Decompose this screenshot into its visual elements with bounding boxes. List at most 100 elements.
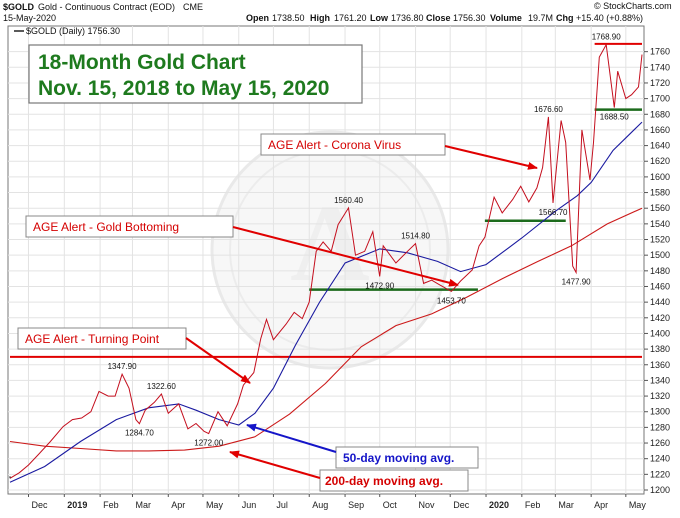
title-line-1: 18-Month Gold Chart	[38, 51, 246, 74]
arrow-ma200-icon	[229, 450, 321, 479]
callout-corona: AGE Alert - Corona Virus	[260, 133, 446, 156]
symbol: $GOLD	[3, 2, 35, 12]
y-tick-label: 1700	[650, 94, 670, 104]
low-value: 1736.80	[391, 13, 424, 23]
x-tick-label: Feb	[525, 500, 541, 510]
y-tick-label: 1460	[650, 281, 670, 291]
open-label: Open	[246, 13, 269, 23]
x-tick-label: 2020	[489, 500, 509, 510]
point-label: 1560.40	[334, 196, 363, 205]
y-tick-label: 1740	[650, 62, 670, 72]
ma200-label-box: 200-day moving avg.	[319, 469, 469, 492]
y-tick-label: 1580	[650, 188, 670, 198]
y-tick-label: 1300	[650, 407, 670, 417]
low-label: Low	[370, 13, 389, 23]
point-label: 1688.50	[600, 113, 629, 122]
volume-value: 19.7M	[528, 13, 553, 23]
x-tick-label: Jun	[242, 500, 257, 510]
point-labels: 1347.90 1322.60 1284.70 1272.00 1560.40 1514.…	[108, 33, 630, 448]
chg-value: +15.40 (+0.88%)	[576, 13, 643, 23]
x-tick-label: 2019	[67, 500, 87, 510]
y-tick-label: 1360	[650, 360, 670, 370]
title-box: 18-Month Gold Chart Nov. 15, 2018 to May…	[28, 44, 363, 104]
callout-corona-text: AGE Alert - Corona Virus	[268, 138, 401, 152]
x-tick-label: Dec	[453, 500, 470, 510]
volume-label: Volume	[490, 13, 522, 23]
point-label: 1566.70	[539, 208, 568, 217]
legend-text: $GOLD (Daily) 1756.30	[26, 26, 120, 36]
chart-date: 15-May-2020	[3, 13, 56, 23]
y-tick-label: 1600	[650, 172, 670, 182]
close-label: Close	[426, 13, 451, 23]
y-tick-label: 1720	[650, 78, 670, 88]
x-axis: Dec 2019 Feb Mar Apr May Jun Jul Aug Sep Oct Nov Dec…	[27, 494, 647, 510]
y-tick-label: 1260	[650, 438, 670, 448]
arrow-ma50-icon	[246, 423, 337, 453]
legend: $GOLD (Daily) 1756.30	[14, 26, 120, 36]
x-tick-label: Oct	[383, 500, 398, 510]
x-tick-label: May	[629, 500, 647, 510]
ma200-label: 200-day moving avg.	[325, 474, 443, 488]
ma200-line	[9, 207, 643, 452]
svg-text:A: A	[290, 182, 369, 304]
y-tick-label: 1200	[650, 485, 670, 495]
point-label: 1453.70	[437, 296, 466, 305]
arrow-corona-icon	[444, 145, 538, 170]
y-tick-label: 1760	[650, 47, 670, 57]
callout-turning: AGE Alert - Turning Point	[17, 327, 187, 350]
open-value: 1738.50	[272, 13, 305, 23]
x-tick-label: Dec	[31, 500, 48, 510]
arrow-turning-icon	[185, 337, 251, 384]
callout-bottoming-text: AGE Alert - Gold Bottoming	[33, 220, 179, 234]
y-tick-label: 1340	[650, 375, 670, 385]
x-tick-label: Nov	[419, 500, 436, 510]
point-label: 1477.90	[562, 277, 591, 286]
y-tick-label: 1520	[650, 235, 670, 245]
x-tick-label: Mar	[135, 500, 151, 510]
y-tick-label: 1480	[650, 266, 670, 276]
y-tick-label: 1620	[650, 156, 670, 166]
y-tick-label: 1660	[650, 125, 670, 135]
point-label: 1472.90	[365, 281, 394, 290]
x-tick-label: Feb	[103, 500, 119, 510]
y-tick-label: 1560	[650, 203, 670, 213]
x-tick-label: Aug	[312, 500, 328, 510]
y-tick-label: 1540	[650, 219, 670, 229]
y-tick-label: 1220	[650, 469, 670, 479]
y-tick-label: 1680	[650, 109, 670, 119]
point-label: 1676.60	[534, 105, 563, 114]
arrow-bottoming-icon	[232, 226, 459, 287]
y-tick-label: 1280	[650, 422, 670, 432]
close-value: 1756.30	[453, 13, 486, 23]
chg-label: Chg	[556, 13, 574, 23]
x-tick-label: Apr	[171, 500, 185, 510]
high-value: 1761.20	[334, 13, 367, 23]
title-line-2: Nov. 15, 2018 to May 15, 2020	[38, 77, 329, 100]
x-tick-label: Apr	[594, 500, 608, 510]
high-label: High	[310, 13, 330, 23]
x-tick-label: Mar	[558, 500, 574, 510]
price-line	[9, 43, 643, 479]
y-tick-label: 1240	[650, 454, 670, 464]
y-tick-label: 1400	[650, 328, 670, 338]
y-tick-label: 1640	[650, 141, 670, 151]
y-tick-label: 1320	[650, 391, 670, 401]
point-label: 1284.70	[125, 429, 154, 438]
point-label: 1768.90	[592, 33, 621, 42]
y-tick-label: 1500	[650, 250, 670, 260]
instrument-name: Gold - Continuous Contract (EOD)	[38, 2, 175, 12]
x-tick-label: May	[206, 500, 224, 510]
x-tick-label: Sep	[348, 500, 364, 510]
y-tick-label: 1420	[650, 313, 670, 323]
x-tick-label: Jul	[276, 500, 288, 510]
y-axis: 1200 1220 1240 1260 1280 1300 1320 1340 1360 1380…	[644, 47, 670, 495]
point-label: 1347.90	[108, 362, 137, 371]
ma50-label-box: 50-day moving avg.	[335, 446, 479, 469]
y-tick-label: 1380	[650, 344, 670, 354]
horizontal-lines	[10, 42, 642, 358]
point-label: 1272.00	[194, 439, 223, 448]
point-label: 1514.80	[401, 232, 430, 241]
exchange: CME	[183, 2, 203, 12]
callout-bottoming: AGE Alert - Gold Bottoming	[25, 215, 234, 238]
